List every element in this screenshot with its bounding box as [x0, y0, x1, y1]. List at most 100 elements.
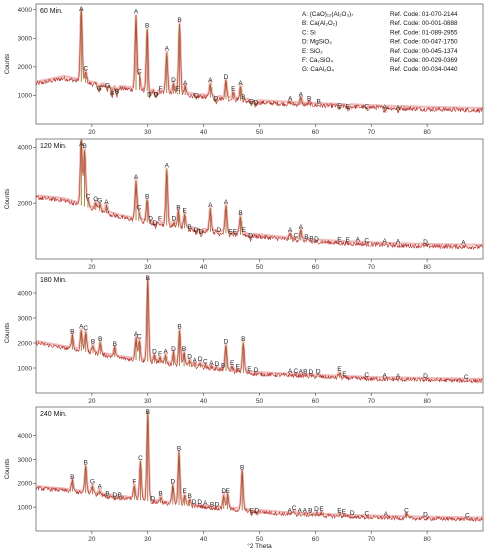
legend-ref-code: Ref. Code: 00-034-0440: [390, 66, 458, 73]
peak-label: C: [364, 511, 369, 518]
x-tick-label: 20: [88, 129, 96, 136]
peak-label: A: [396, 239, 401, 246]
peak-label: A: [209, 360, 214, 367]
peak-label: C: [364, 372, 369, 379]
peak-label: D: [147, 91, 152, 98]
x-axis-title: °2 Theta: [247, 542, 272, 550]
peak-label: A: [303, 507, 308, 514]
peak-label: E: [247, 366, 252, 373]
x-tick-label: 60: [312, 398, 320, 405]
panel-title: 180 Min.: [40, 277, 67, 284]
y-axis-title: Counts: [4, 53, 11, 74]
peak-label: B: [303, 369, 307, 376]
legend-ref-code: Ref. Code: 00-047-1750: [390, 39, 458, 46]
y-tick-label: 4000: [18, 145, 33, 152]
peak-label: D: [214, 96, 219, 103]
peak-label: B: [113, 341, 117, 348]
peak-label: D: [171, 479, 176, 486]
peak-label: D: [316, 369, 321, 376]
peak-label: A: [183, 80, 188, 87]
xrd-panel-1: 1000 2000 3000 4000 20 30 40 50 60 70 80 Counts 60 M…: [4, 3, 484, 136]
legend-ref-code: Ref. Code: 00-045-1374: [390, 48, 458, 55]
legend-phase: C: Si: [302, 29, 316, 36]
peak-label: A: [382, 238, 387, 245]
peak-label: D: [172, 216, 177, 223]
peak-label: D: [198, 356, 203, 363]
x-tick-label: 70: [368, 536, 376, 543]
peak-label: B: [241, 94, 245, 101]
peak-label: D: [423, 512, 428, 519]
legend-phase: A: (CaO)₁₂(Al₂O₃)₇: [302, 11, 353, 18]
peak-label: E: [231, 86, 236, 93]
x-tick-label: 50: [256, 264, 264, 271]
y-tick-label: 1000: [18, 504, 33, 511]
peak-label: D: [216, 227, 221, 234]
xrd-pattern-line: [36, 139, 483, 251]
peak-label: B: [146, 409, 150, 416]
legend-ref-code: Ref. Code: 00-001-0888: [390, 20, 458, 27]
peak-label: B: [91, 339, 95, 346]
peak-label: C: [86, 193, 91, 200]
peak-label: A: [203, 500, 208, 507]
peak-label: C: [293, 232, 298, 239]
peak-label: B: [317, 98, 321, 105]
peak-label: C: [137, 68, 142, 75]
peak-label: A: [79, 6, 84, 13]
peak-label: E: [337, 103, 342, 110]
peak-label: D: [221, 488, 226, 495]
x-tick-label: 50: [256, 129, 264, 136]
peak-label: B: [177, 445, 181, 452]
x-tick-label: 50: [256, 398, 264, 405]
peak-label: D: [215, 361, 220, 368]
legend-ref-code: Ref. Code: 00-029-0369: [390, 57, 458, 64]
peak-label: A: [134, 174, 139, 181]
y-tick-label: 4000: [18, 290, 33, 297]
xrd-panel-3: 1000 2000 3000 4000 20 30 40 50 60 70 80 Counts 180 …: [4, 272, 484, 405]
x-tick-label: 20: [88, 536, 96, 543]
panel-frame: [35, 138, 484, 260]
peak-label: C: [464, 374, 469, 381]
panel-title: 240 Min.: [40, 411, 67, 418]
peak-label: E: [319, 506, 324, 513]
peak-label: D: [197, 499, 202, 506]
y-tick-label: 3000: [18, 36, 33, 43]
peak-label: A: [110, 90, 115, 97]
peak-label: B: [238, 210, 242, 217]
x-tick-label: 60: [312, 264, 320, 271]
peak-label: B: [98, 336, 102, 343]
peak-label: D: [112, 492, 117, 499]
peak-label: B: [146, 275, 150, 282]
peak-label: E: [236, 364, 241, 371]
peak-label: D: [198, 228, 203, 235]
peak-label: B: [118, 492, 122, 499]
legend-ref-code: Ref. Code: 01-089-2955: [390, 29, 458, 36]
x-tick-label: 70: [368, 264, 376, 271]
peak-label: E: [337, 366, 342, 373]
peak-label: C: [293, 368, 298, 375]
peak-label: A: [298, 507, 303, 514]
peak-label: B: [177, 324, 181, 331]
peak-label: B: [187, 224, 191, 231]
y-tick-label: 3000: [18, 315, 33, 322]
peak-label: F: [132, 479, 136, 486]
peak-label: D: [187, 354, 192, 361]
peak-label: C: [465, 512, 470, 519]
peak-label: C: [136, 205, 141, 212]
peak-label: G: [90, 479, 95, 486]
peak-label: G: [93, 196, 98, 203]
fit-curve: [36, 409, 483, 519]
x-tick-label: 80: [424, 398, 432, 405]
peak-label: B: [182, 346, 186, 353]
peak-label: B: [187, 493, 191, 500]
peak-label: E: [342, 371, 347, 378]
peak-label: E: [346, 103, 351, 110]
peak-label: E: [342, 509, 347, 516]
peak-label: A: [98, 483, 103, 490]
x-tick-label: 40: [200, 264, 208, 271]
y-tick-label: 2000: [18, 64, 33, 71]
peak-label: C: [203, 359, 208, 366]
y-axis-title: Counts: [4, 322, 11, 343]
y-tick-label: 3000: [18, 457, 33, 464]
x-tick-label: 40: [200, 398, 208, 405]
peak-label: B: [70, 329, 74, 336]
